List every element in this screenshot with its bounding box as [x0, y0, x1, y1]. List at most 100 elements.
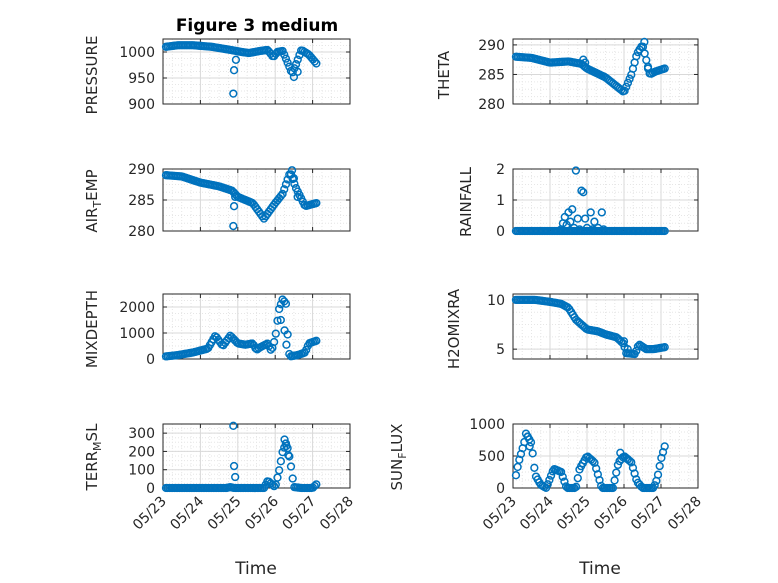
data-point	[281, 54, 291, 63]
ytick-label: 10	[487, 293, 505, 309]
data-point	[575, 225, 584, 234]
ylabel-h2omixra: H2OMIXRA	[445, 288, 463, 369]
ytick-label: 200	[128, 444, 155, 460]
data-point	[558, 472, 567, 481]
data-point	[640, 49, 649, 58]
ytick-label: 100	[128, 463, 155, 479]
data-point	[229, 221, 238, 231]
data-point	[229, 461, 239, 471]
data-point	[625, 456, 634, 465]
data-point	[282, 441, 291, 451]
data-point	[280, 443, 289, 452]
data-point	[582, 223, 592, 233]
data-point	[269, 482, 279, 491]
data-point	[660, 226, 669, 236]
data-point	[571, 482, 581, 491]
ytick-label: 2	[496, 162, 505, 178]
xtick-label: 05/26	[242, 493, 282, 533]
xlabel-time-left: Time	[234, 559, 277, 579]
data-point	[268, 480, 277, 489]
data-point	[660, 343, 669, 352]
data-point	[290, 179, 299, 188]
data-point	[280, 50, 289, 59]
data-point	[312, 198, 321, 208]
axes-box	[162, 38, 351, 105]
data-point	[588, 225, 597, 234]
ytick-label: 2000	[119, 300, 155, 316]
data-point	[560, 477, 569, 486]
axes-sun-flux: SUNFLUX 0500100005/2305/2405/2505/2605/2…	[388, 417, 705, 533]
data-point	[569, 223, 579, 233]
axes-rainfall: RAINFALL 0 1 2	[457, 162, 699, 240]
ylabel-rainfall: RAINFALL	[457, 166, 475, 237]
data-point	[276, 457, 286, 466]
data-point	[273, 473, 282, 482]
data-point	[288, 68, 297, 77]
xtick-label: 05/28	[665, 494, 705, 534]
data-point	[568, 205, 577, 214]
data-point	[229, 202, 239, 211]
ytick-label: 950	[128, 71, 155, 87]
data-point	[276, 315, 285, 325]
data-point	[640, 37, 649, 47]
data-point	[231, 472, 240, 482]
data-point	[269, 337, 279, 347]
ytick-label: 0	[496, 224, 505, 240]
data-point	[229, 66, 239, 75]
data-point	[288, 474, 297, 483]
data-point	[566, 217, 575, 226]
ytick-label: 300	[128, 426, 155, 442]
data-point	[276, 191, 286, 201]
data-point	[660, 64, 669, 73]
data-point	[623, 455, 632, 464]
data-point	[302, 345, 311, 355]
data-point	[312, 59, 321, 68]
data-point	[597, 208, 606, 217]
data-point	[608, 483, 618, 493]
data-point	[312, 336, 321, 345]
data-point	[632, 346, 641, 356]
ytick-label: 280	[478, 97, 505, 113]
xtick-label: 05/27	[280, 494, 320, 534]
ylabel-air-temp: AIRTEMP	[83, 169, 104, 232]
axes-terr-msl: TERRMSL 010020030005/2305/2405/2505/2605…	[83, 421, 357, 534]
data-point	[577, 186, 586, 195]
data-point	[586, 208, 595, 217]
data-point	[620, 86, 629, 95]
figure-title: Figure 3 medium	[176, 16, 338, 36]
xtick-label: 05/23	[130, 494, 170, 534]
ytick-label: 1000	[119, 326, 155, 342]
data-point	[280, 326, 289, 335]
data-point	[622, 82, 631, 91]
ytick-label: 5	[496, 342, 505, 358]
data-point	[284, 450, 293, 460]
data-point	[231, 192, 240, 202]
ylabel-pressure: PRESSURE	[83, 36, 101, 115]
data-point	[581, 214, 590, 223]
data-point	[312, 480, 321, 489]
data-point	[293, 67, 302, 76]
data-point	[271, 329, 280, 338]
data-point	[581, 58, 590, 67]
data-point	[571, 166, 581, 175]
data-point	[623, 78, 633, 87]
ytick-label: 1000	[469, 417, 505, 433]
data-point	[625, 74, 634, 83]
data-point	[286, 462, 296, 471]
data-point	[590, 217, 599, 226]
axes-box	[512, 38, 699, 105]
ytick-label: 290	[478, 38, 505, 54]
axes-theta: THETA 280 285 290	[435, 37, 699, 113]
xlabel-time-right: Time	[578, 559, 621, 579]
xtick-label: 05/25	[205, 494, 245, 534]
ytick-label: 900	[128, 97, 155, 113]
data-point	[593, 223, 603, 233]
axes-mixdepth: MIXDEPTH 0 1000 2000	[83, 290, 351, 368]
data-point	[623, 345, 632, 354]
ytick-label: 290	[128, 162, 155, 178]
xtick-label: 05/23	[480, 494, 520, 534]
data-point	[570, 483, 579, 493]
data-point	[655, 461, 664, 471]
ytick-label: 0	[496, 481, 505, 497]
data-point	[543, 480, 552, 489]
